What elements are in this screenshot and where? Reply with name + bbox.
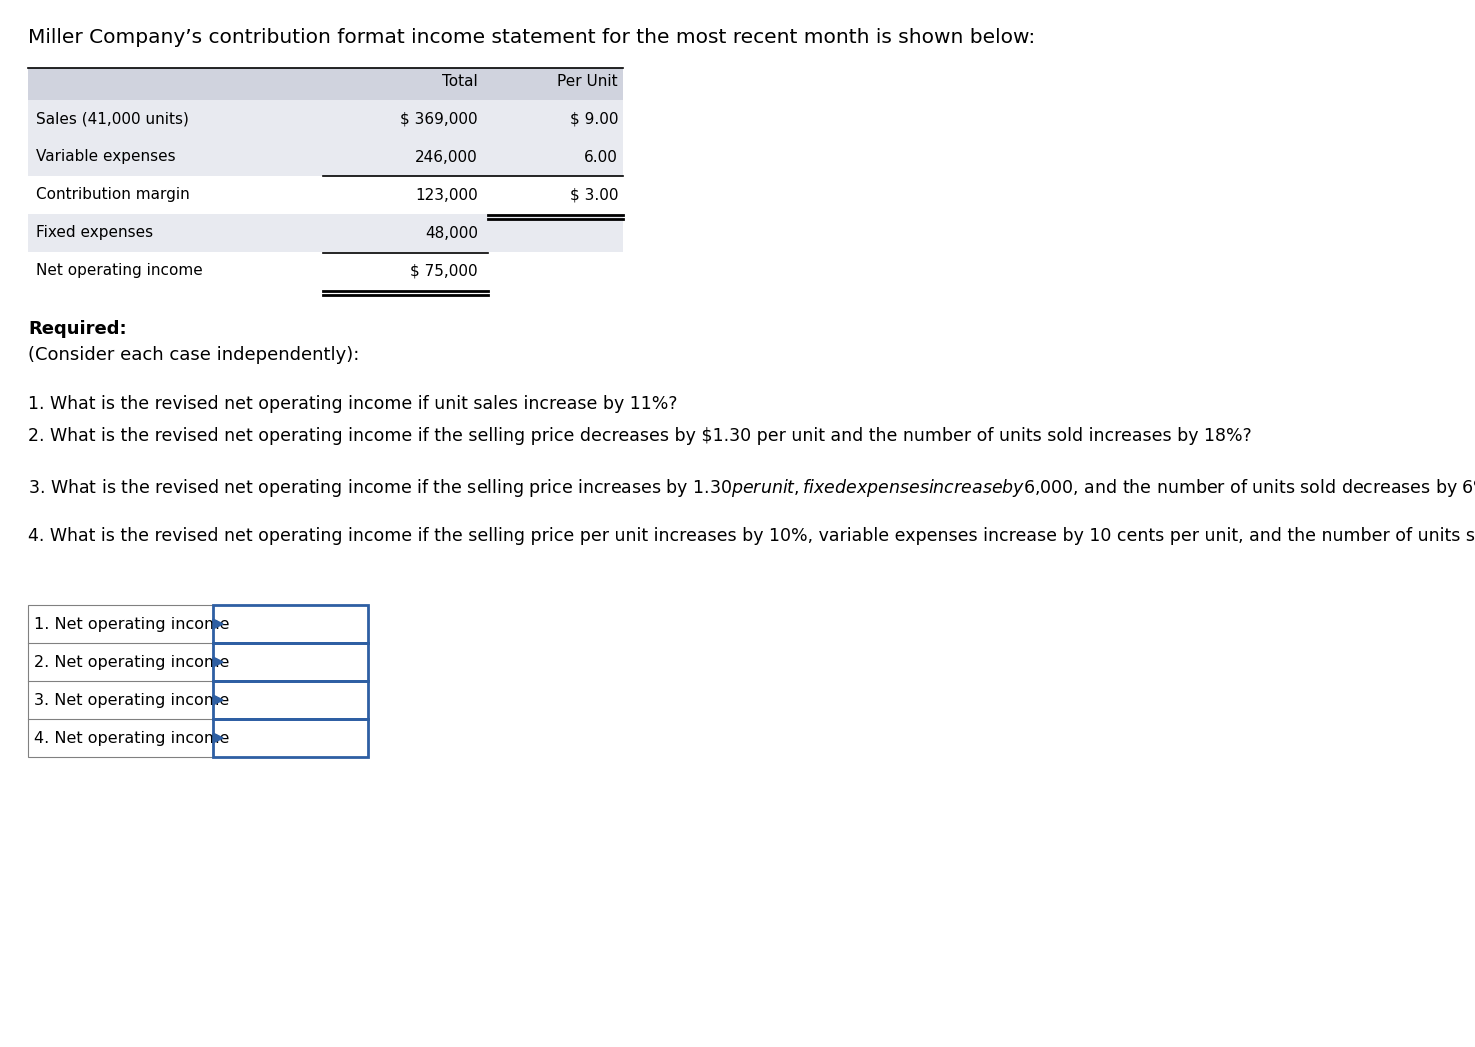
- Polygon shape: [212, 733, 223, 743]
- Bar: [28, 68, 622, 101]
- Text: Miller Company’s contribution format income statement for the most recent month : Miller Company’s contribution format inc…: [28, 28, 1035, 47]
- Bar: [212, 605, 367, 643]
- Text: (Consider each case independently):: (Consider each case independently):: [28, 346, 360, 364]
- Bar: [212, 643, 367, 681]
- Bar: [28, 101, 622, 138]
- Text: 2. Net operating income: 2. Net operating income: [34, 654, 230, 669]
- Text: Per Unit: Per Unit: [558, 74, 618, 89]
- Text: Fixed expenses: Fixed expenses: [35, 225, 153, 241]
- Text: 6.00: 6.00: [584, 150, 618, 164]
- Text: $ 75,000: $ 75,000: [410, 264, 478, 279]
- Bar: [28, 214, 622, 252]
- Text: 2. What is the revised net operating income if the selling price decreases by $1: 2. What is the revised net operating inc…: [28, 427, 1252, 445]
- Text: Variable expenses: Variable expenses: [35, 150, 176, 164]
- Text: Required:: Required:: [28, 320, 127, 338]
- Text: 3. Net operating income: 3. Net operating income: [34, 692, 229, 708]
- Polygon shape: [212, 619, 223, 629]
- Polygon shape: [212, 658, 223, 667]
- Text: Contribution margin: Contribution margin: [35, 187, 190, 202]
- Bar: [28, 176, 622, 214]
- Text: 4. What is the revised net operating income if the selling price per unit increa: 4. What is the revised net operating inc…: [28, 527, 1475, 545]
- Bar: [28, 252, 622, 290]
- Bar: [212, 681, 367, 719]
- Text: $ 3.00: $ 3.00: [569, 187, 618, 202]
- Text: 3. What is the revised net operating income if the selling price increases by $1: 3. What is the revised net operating inc…: [28, 477, 1475, 499]
- Text: 48,000: 48,000: [425, 225, 478, 241]
- Text: 4. Net operating income: 4. Net operating income: [34, 731, 230, 745]
- Text: $ 9.00: $ 9.00: [569, 111, 618, 127]
- Polygon shape: [212, 695, 223, 705]
- Text: $ 369,000: $ 369,000: [400, 111, 478, 127]
- Text: Total: Total: [442, 74, 478, 89]
- Bar: [212, 719, 367, 757]
- Text: 246,000: 246,000: [416, 150, 478, 164]
- Text: 1. What is the revised net operating income if unit sales increase by 11%?: 1. What is the revised net operating inc…: [28, 395, 677, 413]
- Text: Net operating income: Net operating income: [35, 264, 202, 279]
- Text: Sales (41,000 units): Sales (41,000 units): [35, 111, 189, 127]
- Text: 123,000: 123,000: [416, 187, 478, 202]
- Bar: [28, 605, 367, 757]
- Bar: [28, 138, 622, 176]
- Text: 1. Net operating income: 1. Net operating income: [34, 617, 230, 631]
